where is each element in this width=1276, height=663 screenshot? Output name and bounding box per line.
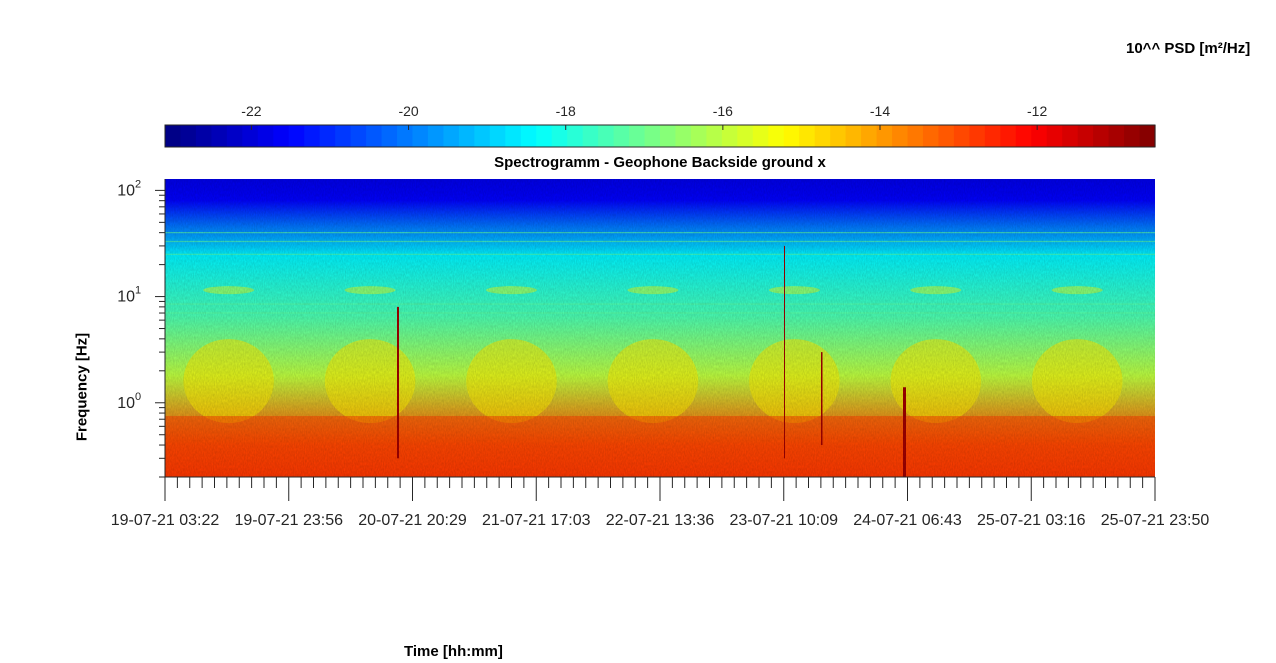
x-tick-label: 20-07-21 20:29 [358, 512, 467, 529]
spectrogram-plot-area [165, 179, 1155, 477]
x-tick-label: 19-07-21 23:56 [234, 512, 343, 529]
colorbar-tick-label: -20 [398, 103, 418, 119]
y-tick-label: 10 [117, 182, 135, 199]
x-tick-label: 22-07-21 13:36 [606, 512, 715, 529]
colorbar-tick-label: -12 [1027, 103, 1047, 119]
noise-texture [165, 179, 1155, 477]
colorbar: -22 -20 -18 -16 -14 -12 [164, 103, 1156, 148]
y-tick-exponent: 1 [135, 285, 141, 297]
x-axis-label: Time [hh:mm] [404, 643, 503, 660]
y-tick-exponent: 2 [135, 178, 141, 190]
colorbar-label: 10^^ PSD [m²/Hz] [1126, 40, 1251, 57]
colorbar-tick-label: -18 [556, 103, 576, 119]
y-tick-exponent: 0 [135, 391, 141, 403]
x-tick-label: 19-07-21 03:22 [111, 512, 220, 529]
y-tick-label: 10 [117, 395, 135, 412]
x-tick-label: 21-07-21 17:03 [482, 512, 591, 529]
x-tick-label: 25-07-21 03:16 [977, 512, 1086, 529]
y-tick-label: 10 [117, 289, 135, 306]
x-tick-label: 24-07-21 06:43 [853, 512, 962, 529]
colorbar-tick-label: -16 [713, 103, 733, 119]
x-tick-label: 23-07-21 10:09 [729, 512, 838, 529]
colorbar-tick-label: -14 [870, 103, 890, 119]
colorbar-tick-label: -22 [241, 103, 261, 119]
x-tick-label: 25-07-21 23:50 [1101, 512, 1210, 529]
chart-title: Spectrogramm - Geophone Backside ground … [494, 154, 826, 171]
